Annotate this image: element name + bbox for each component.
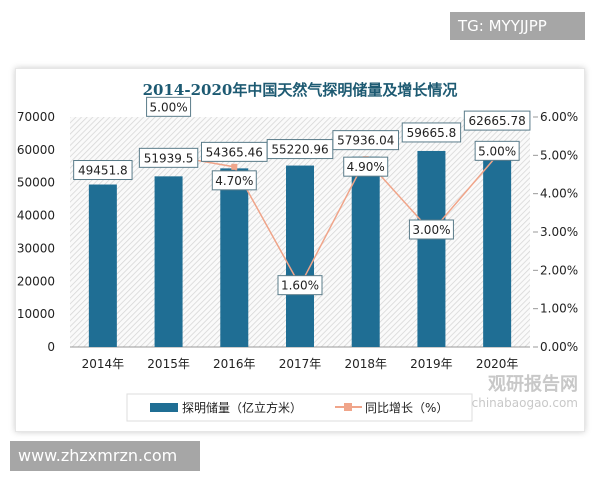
bar-label-box bbox=[73, 160, 133, 181]
growth-label-box bbox=[277, 275, 323, 296]
growth-label: 3.00% bbox=[412, 223, 450, 237]
logo-watermark: 观研报告网 bbox=[488, 373, 578, 395]
x-tick: 2017年 bbox=[279, 357, 322, 371]
y-right-tick: 2.00% bbox=[540, 263, 578, 277]
line-point bbox=[231, 163, 238, 170]
y-left-tick: 0 bbox=[47, 340, 55, 354]
logo-watermark-url: chinabaogao.com bbox=[472, 396, 578, 410]
y-right-tick: 5.00% bbox=[540, 148, 578, 162]
bar bbox=[154, 176, 183, 347]
y-left-tick: 60000 bbox=[17, 143, 55, 157]
growth-label-box bbox=[146, 96, 192, 117]
bar-label: 49451.8 bbox=[78, 164, 128, 178]
growth-label: 1.60% bbox=[281, 279, 319, 293]
chart-title: 2014-2020年中国天然气探明储量及增长情况 bbox=[143, 81, 458, 99]
bar bbox=[286, 165, 314, 347]
y-left-tick: 20000 bbox=[17, 274, 55, 288]
growth-label-box bbox=[211, 170, 257, 191]
bar-label: 59665.8 bbox=[407, 126, 457, 140]
bar bbox=[417, 150, 446, 347]
bar-label: 57936.04 bbox=[337, 134, 394, 148]
x-tick: 2016年 bbox=[213, 357, 256, 371]
bar-label: 55220.96 bbox=[271, 143, 328, 157]
y-right-tick: 3.00% bbox=[540, 225, 578, 239]
bar-label: 54365.46 bbox=[206, 145, 263, 159]
growth-line bbox=[168, 154, 498, 288]
y-left-tick: 10000 bbox=[17, 307, 55, 321]
growth-label: 5.00% bbox=[478, 144, 516, 158]
y-right-tick: 0.00% bbox=[540, 340, 578, 354]
bar bbox=[88, 184, 117, 347]
growth-label-box bbox=[343, 156, 389, 177]
y-right-tick: 4.00% bbox=[540, 187, 578, 201]
y-right-tick: 6.00% bbox=[540, 110, 578, 124]
x-tick: 2019年 bbox=[410, 357, 453, 371]
bar bbox=[351, 156, 380, 347]
x-tick: 2014年 bbox=[82, 357, 125, 371]
y-left-tick: 70000 bbox=[17, 110, 55, 124]
bar-label: 62665.78 bbox=[469, 114, 526, 128]
y-left-tick: 30000 bbox=[17, 241, 55, 255]
bar-label-box bbox=[463, 110, 531, 131]
bar-label-box bbox=[401, 122, 462, 143]
bar bbox=[483, 141, 512, 347]
watermark-bottom: www.zhzxmrzn.com bbox=[10, 441, 200, 471]
legend-bar-swatch bbox=[150, 403, 178, 412]
bar-label: 51939.5 bbox=[144, 151, 194, 165]
y-right-tick: 1.00% bbox=[540, 302, 578, 316]
x-tick: 2018年 bbox=[344, 357, 387, 371]
y-left-tick: 40000 bbox=[17, 209, 55, 223]
bar bbox=[220, 168, 249, 347]
growth-label-box bbox=[474, 140, 520, 161]
legend-line-label: 同比增长（%） bbox=[365, 401, 448, 415]
growth-label-box bbox=[408, 219, 454, 240]
x-tick: 2020年 bbox=[476, 357, 519, 371]
bar-label-box bbox=[138, 147, 199, 168]
bar-label-box bbox=[332, 130, 400, 151]
watermark-top: TG: MYYJJPP bbox=[450, 12, 585, 40]
growth-label: 4.70% bbox=[215, 174, 253, 188]
legend-bar-label: 探明储量（亿立方米） bbox=[182, 400, 302, 415]
growth-label: 4.90% bbox=[347, 160, 385, 174]
growth-label: 5.00% bbox=[150, 100, 188, 114]
y-left-tick: 50000 bbox=[17, 176, 55, 190]
x-tick: 2015年 bbox=[147, 357, 190, 371]
legend: 探明储量（亿立方米） 同比增长（%） bbox=[126, 393, 473, 422]
